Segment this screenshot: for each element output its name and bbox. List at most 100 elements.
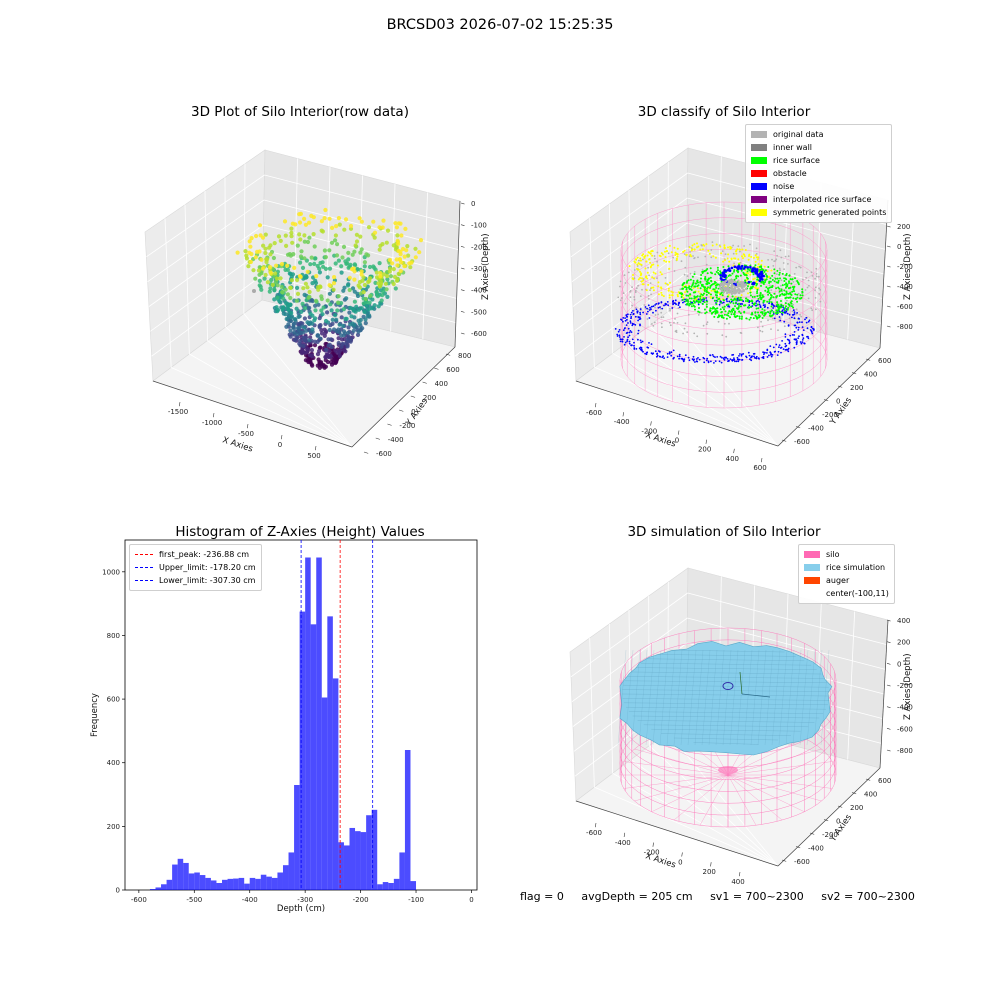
noise-point [713,362,715,364]
tick-label: -500 [238,430,254,438]
data-point [336,327,341,332]
data-point [337,222,342,227]
noise-point [736,356,739,359]
legend-label: Upper_limit: -178.20 cm [159,563,256,572]
data-point [286,307,291,312]
legend-swatch [804,577,820,584]
noise-point [632,312,635,315]
data-point [339,270,344,275]
noise-point [787,350,790,353]
tick-mark [445,353,451,356]
panel3-title: Histogram of Z-Axies (Height) Values [175,524,425,540]
original-data-point [686,331,689,333]
noise-point [624,317,626,319]
noise-point [626,318,628,321]
noise-point [800,342,803,345]
original-data-point [647,298,650,300]
original-data-point [755,247,758,250]
legend-swatch [751,157,767,164]
tick-mark [623,832,626,838]
noise-point [780,351,782,354]
data-point [267,245,272,250]
tick-mark [213,412,215,418]
original-data-point [705,323,708,326]
original-data-point [791,310,794,313]
original-data-point [654,257,656,260]
data-point [362,264,367,269]
data-point [358,250,363,255]
data-point [300,265,306,270]
noise-point [640,341,642,344]
noise-point [782,348,785,350]
noise-point [797,329,800,331]
noise-point [639,346,642,349]
noise-point [632,310,634,312]
data-point [283,233,288,238]
data-point [398,221,403,226]
original-data-point [661,326,663,329]
data-point [312,261,317,266]
data-point [298,211,303,216]
data-point [374,290,379,295]
original-data-point [643,304,646,306]
noise-point [670,351,673,354]
original-data-point [815,267,818,270]
data-point [258,284,263,289]
original-data-point [672,256,675,259]
noise-point [741,303,744,305]
data-point [319,219,324,224]
noise-point [731,354,733,356]
data-point [278,238,283,243]
noise-point [642,350,644,353]
noise-point [616,333,619,336]
original-data-point [770,328,772,330]
data-point [355,266,360,272]
tick-label: -200 [399,422,415,430]
noise-point [697,357,699,359]
grid-line [630,339,779,447]
data-point [413,246,418,251]
original-data-point [810,271,813,274]
original-data-point [641,288,643,291]
original-data-point [656,260,658,263]
data-point [258,233,263,238]
original-data-point [807,279,810,282]
tick-mark [399,409,404,412]
original-data-point [757,326,759,329]
noise-point [622,329,625,332]
data-point [288,295,293,301]
data-point [344,341,349,346]
data-point [274,263,279,268]
data-point [333,238,338,243]
noise-point [670,354,673,357]
noise-point [624,319,627,322]
data-point [367,264,373,270]
panel4-zlabel: Z Axies (Depth) [903,653,913,720]
noise-point [739,353,741,355]
noise-point [672,300,674,303]
noise-point [796,312,798,314]
original-data-point [786,299,788,302]
panel2-title: 3D classify of Silo Interior [637,104,811,120]
grid-line [686,272,882,324]
tick-mark [710,862,712,867]
noise-point [792,313,795,316]
noise-point [667,304,670,307]
noise-point [617,330,620,333]
data-point [320,312,325,317]
data-point [289,230,294,235]
original-data-point [805,276,807,279]
noise-point [789,334,792,337]
noise-point [633,341,635,344]
original-data-point [633,269,636,271]
data-point [295,243,300,248]
data-point [334,224,339,229]
data-point [283,267,288,272]
noise-point [775,343,778,346]
data-point [307,289,312,295]
original-data-point [688,255,691,258]
noise-point [796,340,798,342]
data-point [263,232,268,237]
data-point [307,338,312,343]
noise-point [755,355,758,358]
